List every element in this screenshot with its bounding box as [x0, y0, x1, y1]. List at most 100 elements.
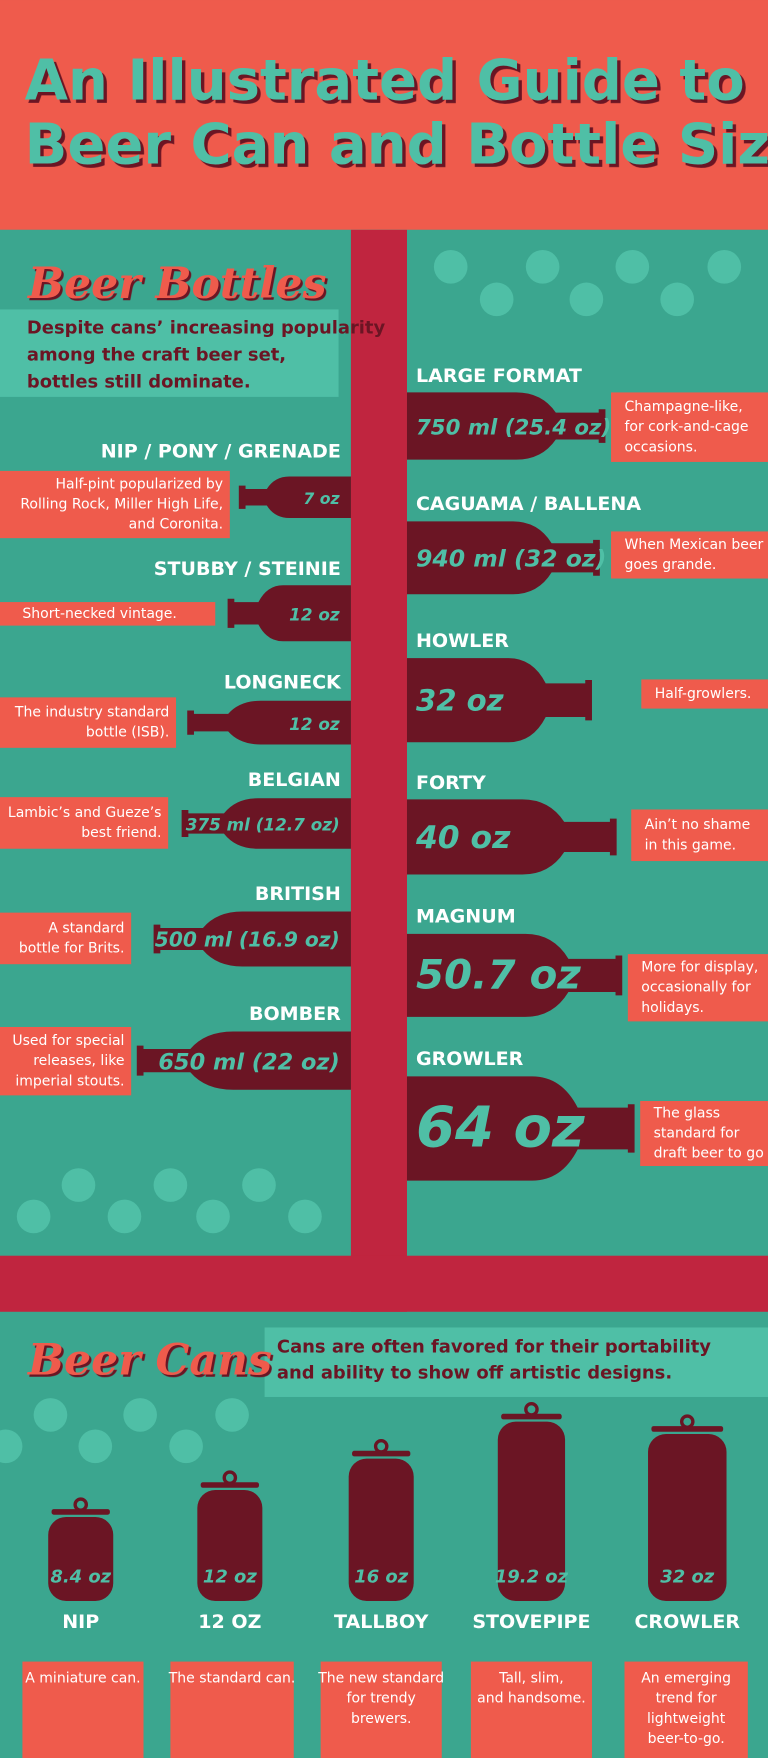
description-text: occasions. [624, 439, 697, 455]
can-rim [501, 1413, 562, 1420]
bottle [238, 476, 351, 518]
description-text: Short-necked vintage. [22, 606, 176, 622]
description-text: best friend. [81, 825, 161, 841]
bottle-name: LONGNECK [224, 671, 342, 693]
title: Beer Can and Bottle Sizes [25, 113, 768, 178]
bottle-size: 940 ml (32 oz) [416, 545, 606, 573]
description-box [0, 797, 169, 849]
can-name: TALLBOY [334, 1611, 429, 1633]
can-name: STOVEPIPE [472, 1611, 590, 1633]
section-heading: Beer Bottles [27, 259, 327, 309]
description-text: Tall, slim, [498, 1670, 564, 1686]
can-rim [51, 1509, 110, 1515]
bottle-name: STUBBY / STEINIE [154, 558, 341, 580]
can [348, 1458, 414, 1602]
description-text: for cork-and-cage [624, 419, 748, 435]
description-text: A standard [48, 920, 124, 936]
description-text: More for display, [641, 960, 758, 976]
divider-band [0, 1255, 768, 1312]
bottle-name: BELGIAN [248, 769, 341, 791]
description-box [0, 697, 177, 748]
description-box [0, 1026, 132, 1096]
intro-text: bottles still dominate. [27, 371, 251, 392]
intro-text: Cans are often favored for their portabi… [277, 1337, 711, 1358]
description-text: Rolling Rock, Miller High Life, [20, 497, 223, 513]
bottle-size: 50.7 oz [416, 952, 581, 999]
bottle-name: BOMBER [249, 1003, 341, 1025]
can-size: 32 oz [660, 1566, 714, 1587]
description-text: An emerging [641, 1670, 731, 1686]
description-text: bottle (ISB). [86, 725, 169, 741]
can [497, 1421, 566, 1602]
description-text: Ain’t no shame [645, 817, 751, 833]
description-text: When Mexican beer [624, 537, 763, 553]
can-rim [352, 1450, 411, 1457]
description-text: The standard can. [168, 1670, 296, 1686]
description-text: Half-growlers. [655, 686, 752, 702]
description-text: bottle for Brits. [19, 941, 125, 957]
description-box [640, 1100, 768, 1167]
description-box [320, 1661, 442, 1758]
bottle [187, 700, 351, 745]
can-size: 16 oz [354, 1566, 408, 1587]
description-text: and Coronita. [129, 517, 223, 533]
divider-bar [350, 229, 407, 1312]
bottle-name: BRITISH [255, 883, 341, 905]
description-box [627, 954, 768, 1022]
description-text: Used for special [12, 1033, 124, 1049]
description-text: The glass [653, 1105, 720, 1121]
can [48, 1516, 114, 1602]
can-name: NIP [62, 1611, 99, 1633]
bottle-name: GROWLER [416, 1048, 524, 1070]
description-box [624, 1661, 748, 1758]
bottle-size: 500 ml (16.9 oz) [155, 928, 340, 952]
title: An Illustrated Guide to [25, 49, 745, 114]
can [648, 1433, 727, 1602]
description-text: lightweight [647, 1711, 726, 1727]
description-text: A miniature can. [25, 1670, 140, 1686]
description-text: brewers. [351, 1711, 412, 1727]
can-name: CROWLER [634, 1611, 740, 1633]
description-text: imperial stouts. [15, 1073, 124, 1089]
intro-text: Despite cans’ increasing popularity [27, 318, 386, 339]
bottle [136, 1031, 351, 1090]
bottle-name: CAGUAMA / BALLENA [416, 493, 641, 515]
bottle-name: MAGNUM [416, 906, 516, 928]
description-box [170, 1661, 294, 1758]
bottle [406, 1076, 635, 1181]
description-box [641, 679, 768, 709]
bottle [153, 911, 351, 967]
can-rim [651, 1426, 724, 1432]
bottle-name: LARGE FORMAT [416, 365, 582, 387]
bottle-size: 650 ml (22 oz) [158, 1049, 339, 1075]
decoration [0, 250, 742, 1464]
description-box [470, 1661, 592, 1758]
intro-box [264, 1327, 768, 1397]
bottle-size: 40 oz [415, 820, 511, 856]
description-text: releases, like [33, 1053, 124, 1069]
bottle-name: FORTY [416, 772, 486, 794]
description-text: in this game. [645, 837, 736, 853]
description-text: The new standard [317, 1670, 444, 1686]
description-text: trend for [656, 1691, 717, 1707]
description-box [0, 912, 132, 965]
bottle-size: 750 ml (25.4 oz) [416, 415, 611, 440]
bottle-name: HOWLER [416, 630, 509, 652]
bottle [406, 521, 600, 595]
bottle-size: 12 oz [289, 605, 340, 625]
bottle-size: 12 oz [289, 714, 340, 734]
description-text: Lambic’s and Gueze’s [8, 805, 162, 821]
header-band [0, 0, 768, 230]
description-text: Half-pint popularized by [56, 476, 224, 492]
description-text: for trendy [347, 1691, 416, 1707]
section-heading: Beer Cans [27, 1335, 272, 1385]
bottle [227, 585, 351, 642]
description-text: Champagne-like, [624, 399, 742, 415]
description-box [611, 531, 768, 579]
bottle [406, 933, 623, 1017]
can-size: 19.2 oz [495, 1566, 569, 1587]
description-box [0, 470, 230, 539]
bottle-size: 7 oz [303, 489, 340, 508]
